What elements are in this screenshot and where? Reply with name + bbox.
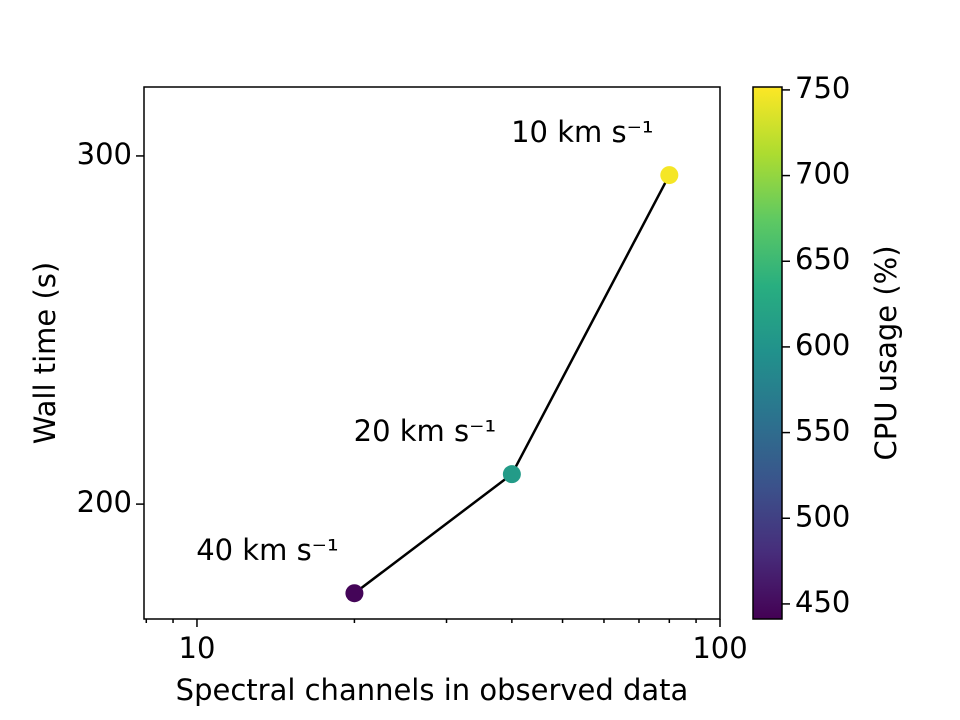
plot-frame: [143, 86, 721, 620]
point: [502, 465, 521, 484]
annotation: 20 km s⁻¹: [354, 414, 496, 448]
annotation: 40 km s⁻¹: [196, 533, 338, 567]
colorbar-label: CPU usage (%): [869, 245, 903, 460]
colorbar-tick-label: 650: [795, 242, 850, 276]
y-tick-label: 300: [77, 137, 132, 171]
colorbar: [752, 86, 783, 620]
point: [345, 584, 364, 603]
line: [353, 174, 671, 595]
point: [660, 166, 679, 185]
colorbar-tick-label: 750: [795, 71, 850, 105]
colorbar-tick-label: 600: [795, 328, 850, 362]
colorbar-tick-label: 450: [795, 585, 850, 619]
x-axis-label: Spectral channels in observed data: [176, 673, 689, 707]
y-tick-label: 200: [77, 485, 132, 519]
y-axis-label: Wall time (s): [28, 262, 62, 444]
x-tick-label: 10: [179, 631, 216, 665]
annotation: 10 km s⁻¹: [511, 115, 653, 149]
colorbar-tick-label: 700: [795, 157, 850, 191]
colorbar-tick-label: 550: [795, 414, 850, 448]
colorbar-tick-label: 500: [795, 499, 850, 533]
x-tick-label: 100: [692, 631, 747, 665]
